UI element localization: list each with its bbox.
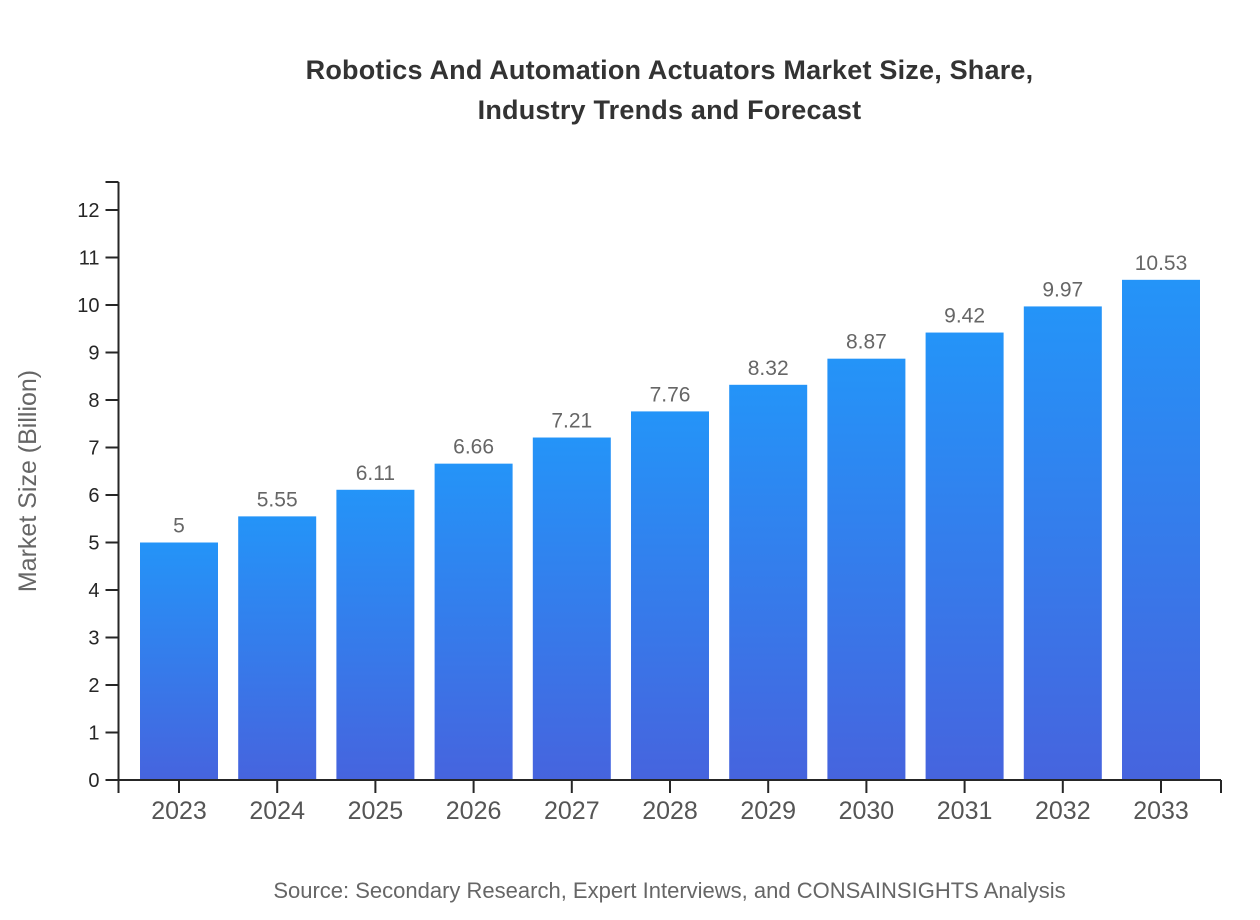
- x-tick-label: 2024: [249, 797, 305, 825]
- y-tick-label: 10: [77, 295, 99, 317]
- y-tick-label: 4: [88, 580, 99, 602]
- bar-value-label: 9.42: [944, 305, 985, 328]
- bar-2032: [1023, 306, 1102, 780]
- x-tick-label: 2029: [740, 797, 796, 825]
- y-tick-label: 9: [88, 343, 99, 365]
- bar-value-label: 10.53: [1135, 252, 1188, 275]
- bar-2028: [631, 411, 709, 780]
- bar-value-label: 7.21: [551, 410, 592, 433]
- source-note: Source: Secondary Research, Expert Inter…: [273, 878, 1066, 903]
- bar-value-label: 6.66: [453, 436, 494, 459]
- x-tick-label: 2025: [348, 797, 404, 825]
- y-tick-label: 1: [88, 723, 99, 745]
- bar-value-label: 8.87: [846, 331, 887, 354]
- x-tick-label: 2023: [151, 797, 207, 825]
- bar-value-label: 8.32: [748, 357, 789, 380]
- bar-2027: [532, 437, 611, 780]
- x-tick-label: 2031: [937, 797, 993, 825]
- bar-2029: [729, 384, 808, 780]
- bar-2024: [238, 516, 317, 780]
- bar-value-label: 7.76: [650, 383, 691, 406]
- bar-2030: [827, 358, 906, 780]
- bar-value-label: 6.11: [356, 462, 395, 485]
- bar-value-label: 5: [173, 515, 185, 538]
- bar-2031: [925, 332, 1004, 780]
- y-tick-label: 6: [88, 485, 99, 507]
- x-tick-label: 2032: [1035, 797, 1091, 825]
- y-tick-label: 5: [88, 533, 99, 555]
- bar-2033: [1122, 279, 1200, 780]
- bar-2023: [140, 542, 218, 780]
- chart-title-line-1: Robotics And Automation Actuators Market…: [305, 55, 1034, 85]
- y-tick-label: 7: [88, 438, 99, 460]
- y-tick-label: 8: [88, 390, 99, 412]
- y-tick-label: 2: [88, 675, 99, 697]
- x-tick-label: 2030: [839, 797, 895, 825]
- y-axis-title: Market Size (Billion): [14, 370, 42, 592]
- y-tick-label: 3: [88, 628, 99, 650]
- bar-value-label: 5.55: [257, 488, 298, 511]
- x-tick-label: 2027: [544, 797, 600, 825]
- x-tick-label: 2028: [642, 797, 698, 825]
- y-tick-label: 0: [88, 770, 99, 792]
- x-tick-label: 2033: [1133, 797, 1189, 825]
- bar-2026: [434, 463, 513, 780]
- chart-title: Robotics And Automation Actuators Market…: [118, 50, 1221, 130]
- bar-2025: [336, 489, 415, 780]
- y-tick-label: 11: [79, 248, 100, 270]
- x-tick-label: 2026: [446, 797, 502, 825]
- bar-value-label: 9.97: [1042, 278, 1083, 301]
- chart-title-line-2: Industry Trends and Forecast: [477, 95, 862, 125]
- y-tick-label: 12: [77, 200, 99, 222]
